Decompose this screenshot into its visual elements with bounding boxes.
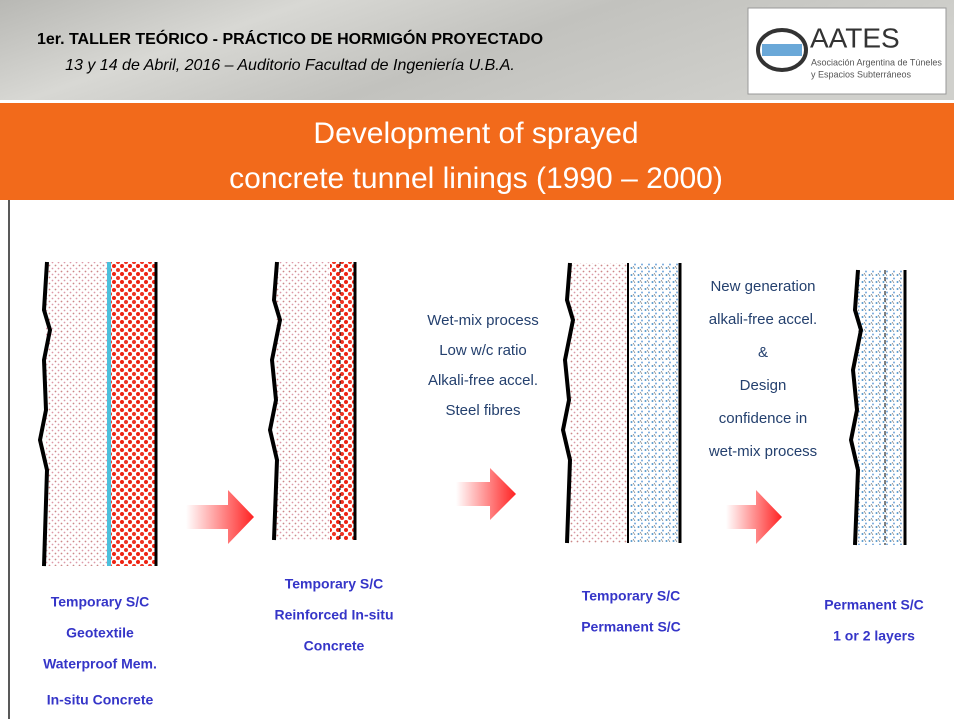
- layer: [111, 262, 155, 566]
- process-text: &: [758, 344, 768, 361]
- slide-title: concrete tunnel linings (1990 – 2000): [229, 162, 723, 195]
- stage-label: In-situ Concrete: [47, 692, 154, 708]
- stage-label: Reinforced In-situ: [274, 607, 393, 623]
- stage-label: Geotextile: [66, 625, 134, 641]
- logo-stripe: [762, 44, 802, 56]
- logo-tagline: Asociación Argentina de Túneles: [811, 57, 942, 67]
- layer: [276, 262, 330, 540]
- process-text: Design: [740, 377, 787, 394]
- stage-label: Temporary S/C: [285, 576, 384, 592]
- process-text: wet-mix process: [708, 443, 817, 460]
- stage-label: Temporary S/C: [582, 588, 681, 604]
- header-subtitle: 13 y 14 de Abril, 2016 – Auditorio Facul…: [65, 57, 515, 74]
- rock-face: [37, 261, 53, 567]
- arrow: [456, 468, 516, 520]
- process-text: Alkali-free accel.: [428, 372, 538, 389]
- stage-label: Temporary S/C: [51, 594, 150, 610]
- header-title: 1er. TALLER TEÓRICO - PRÁCTICO DE HORMIG…: [37, 29, 543, 48]
- slide-title: Development of sprayed: [313, 117, 638, 150]
- layer: [570, 263, 628, 543]
- logo-name: AATES: [810, 22, 900, 53]
- layer: [330, 262, 354, 540]
- stage-label: Permanent S/C: [581, 619, 681, 635]
- stage-label: 1 or 2 layers: [833, 628, 915, 644]
- rock-face: [848, 269, 864, 546]
- layer: [629, 263, 679, 543]
- process-text: New generation: [710, 278, 815, 295]
- rock-face: [267, 261, 283, 541]
- title-band: [0, 103, 954, 200]
- arrow: [186, 490, 254, 544]
- process-text: alkali-free accel.: [709, 311, 817, 328]
- process-text: confidence in: [719, 410, 807, 427]
- stage-label: Permanent S/C: [824, 597, 924, 613]
- logo-tagline: y Espacios Subterráneos: [811, 69, 912, 79]
- stage-label: Waterproof Mem.: [43, 656, 157, 672]
- layer: [858, 270, 904, 545]
- process-text: Wet-mix process: [427, 312, 538, 329]
- process-text: Steel fibres: [445, 402, 520, 419]
- arrow: [726, 490, 782, 544]
- rock-face: [560, 262, 576, 544]
- stage-label: Concrete: [304, 638, 365, 654]
- layer: [46, 262, 108, 566]
- process-text: Low w/c ratio: [439, 342, 527, 359]
